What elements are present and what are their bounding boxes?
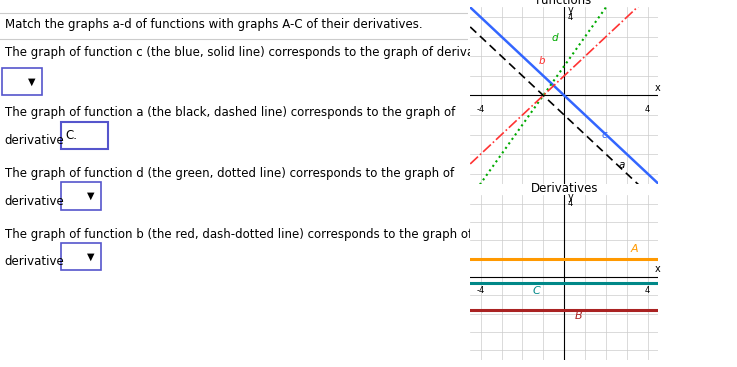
Text: 4: 4: [645, 105, 650, 114]
Text: The graph of function d (the green, dotted line) corresponds to the graph of: The graph of function d (the green, dott…: [4, 167, 454, 180]
Text: -4: -4: [477, 286, 485, 295]
Text: y: y: [567, 192, 573, 202]
Text: d: d: [551, 33, 558, 43]
Text: C: C: [533, 286, 541, 295]
Text: A: A: [631, 244, 639, 254]
FancyBboxPatch shape: [61, 243, 101, 270]
Text: x: x: [655, 265, 661, 275]
Text: ▼: ▼: [28, 76, 35, 87]
Title: Derivatives: Derivatives: [531, 182, 598, 195]
Text: 4: 4: [645, 286, 650, 295]
Text: ▼: ▼: [86, 191, 94, 201]
Text: b: b: [539, 56, 545, 66]
Text: derivative: derivative: [4, 195, 64, 207]
Text: The graph of function c (the blue, solid line) corresponds to the graph of deriv: The graph of function c (the blue, solid…: [4, 46, 496, 59]
Text: c: c: [601, 131, 607, 141]
FancyBboxPatch shape: [61, 122, 108, 149]
Text: The graph of function a (the black, dashed line) corresponds to the graph of: The graph of function a (the black, dash…: [4, 106, 455, 119]
Text: 4: 4: [567, 12, 573, 22]
Text: The graph of function b (the red, dash-dotted line) corresponds to the graph of: The graph of function b (the red, dash-d…: [4, 228, 472, 240]
Text: y: y: [567, 5, 573, 15]
Text: Match the graphs a-d of functions with graphs A-C of their derivatives.: Match the graphs a-d of functions with g…: [4, 18, 422, 31]
FancyBboxPatch shape: [2, 68, 42, 95]
Text: B: B: [575, 311, 582, 321]
Text: 4: 4: [567, 199, 573, 208]
Text: x: x: [655, 83, 661, 92]
Title: Functions: Functions: [536, 0, 593, 7]
Text: a: a: [618, 160, 625, 170]
Text: C.: C.: [66, 128, 77, 142]
Text: derivative: derivative: [4, 255, 64, 268]
Text: -4: -4: [477, 105, 485, 114]
FancyBboxPatch shape: [61, 182, 101, 210]
Text: derivative: derivative: [4, 134, 64, 147]
Text: ▼: ▼: [86, 251, 94, 262]
